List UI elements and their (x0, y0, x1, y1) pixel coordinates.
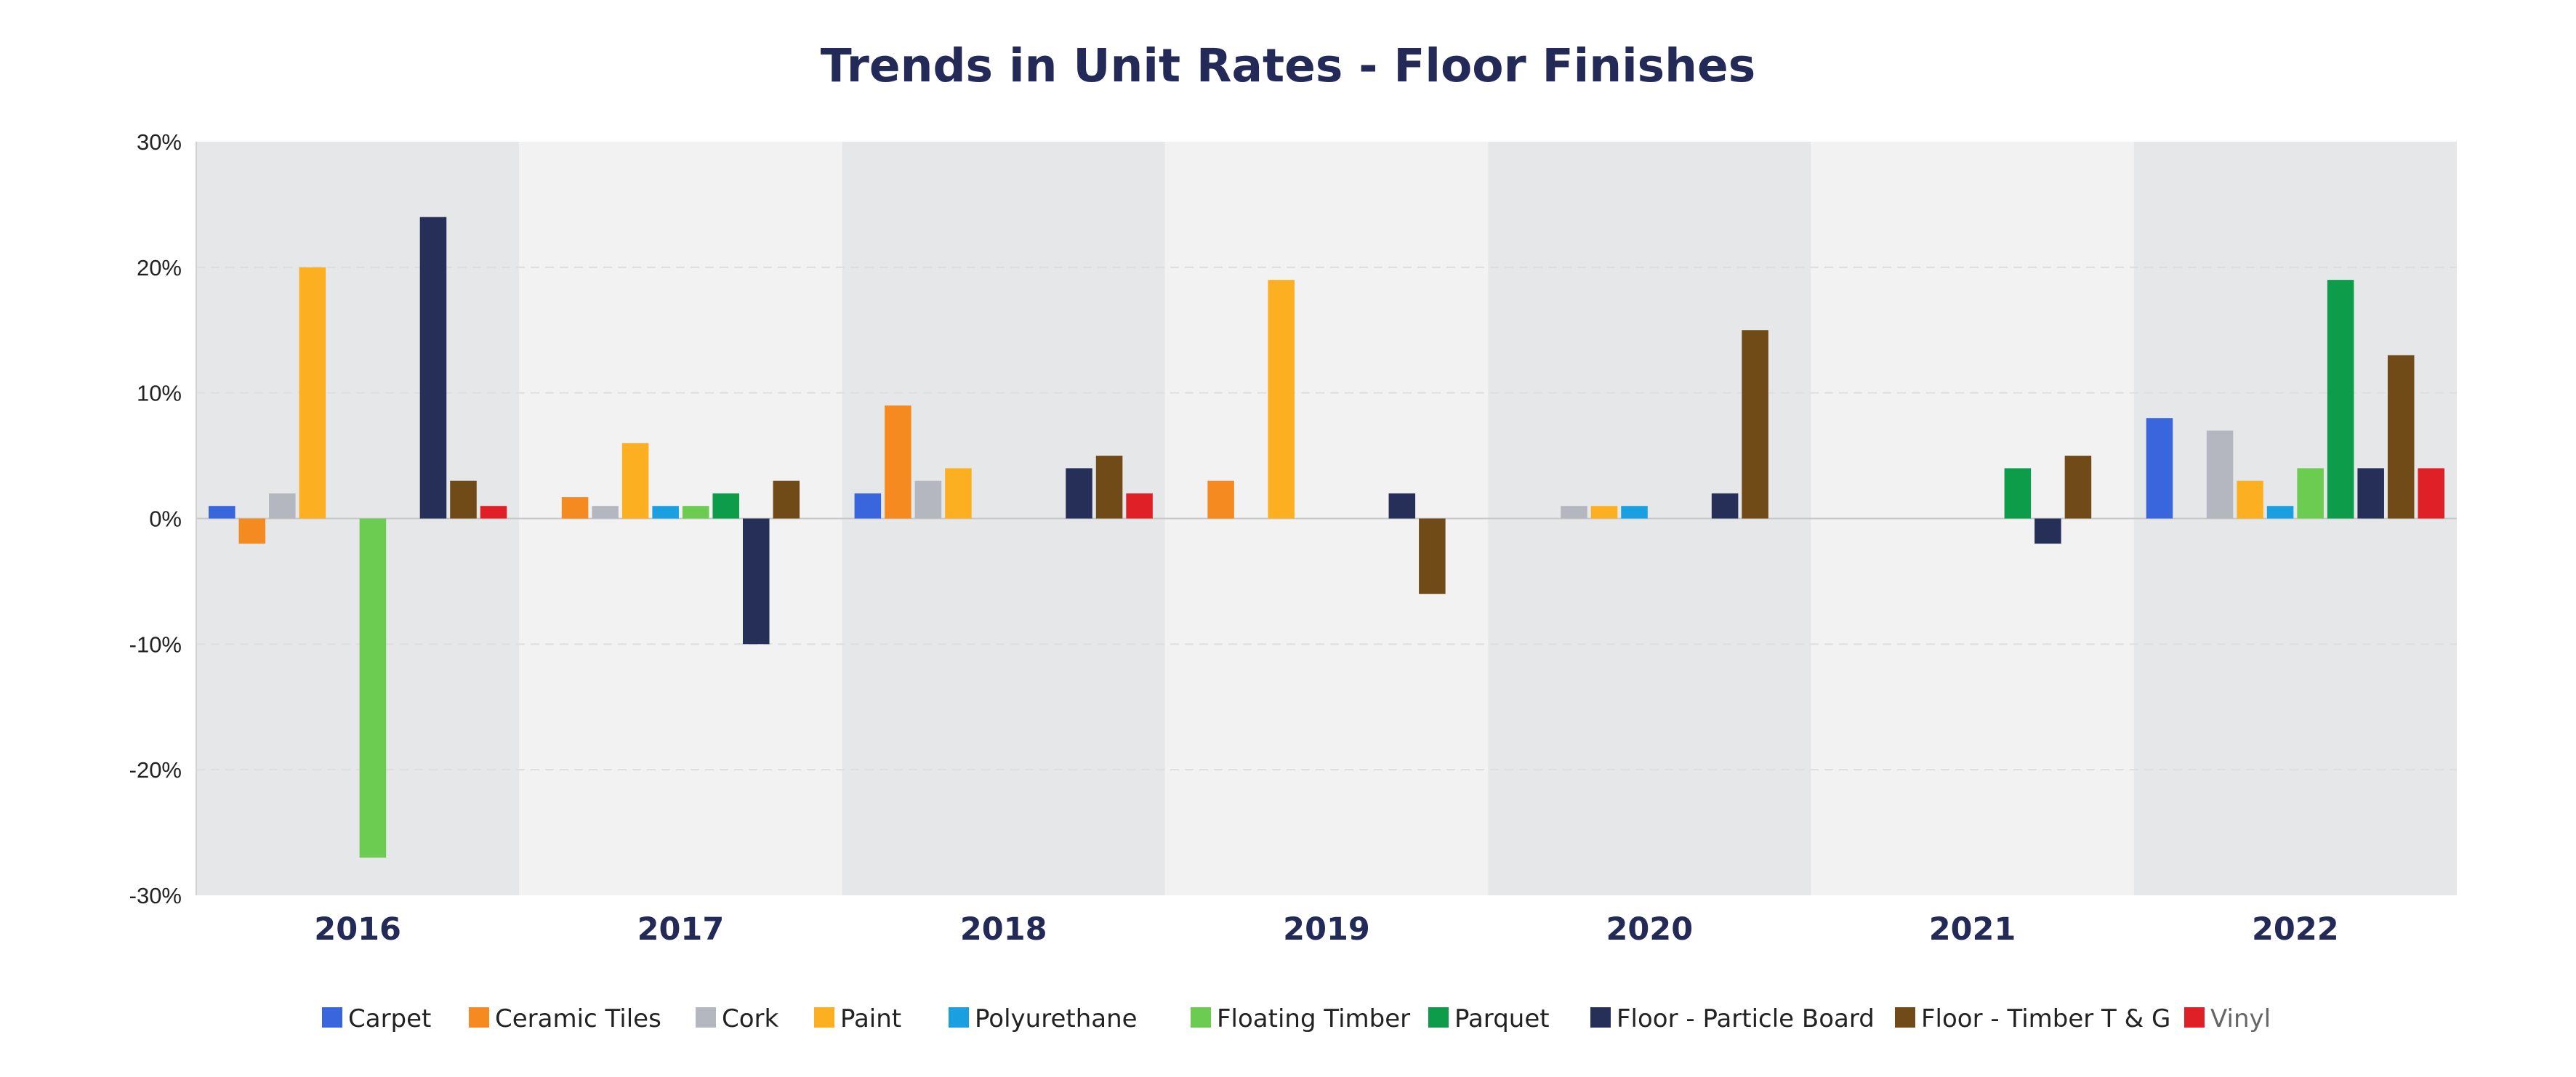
bar (1126, 493, 1153, 519)
bar (238, 518, 266, 544)
legend-label: Floor - Particle Board (1617, 1004, 1875, 1033)
legend-swatch (2184, 1007, 2205, 1028)
y-tick-label: 20% (137, 255, 182, 281)
x-tick-label: 2020 (1606, 911, 1693, 948)
bar (2357, 468, 2384, 519)
legend-swatch (814, 1007, 834, 1028)
bar (2146, 418, 2173, 519)
bar (1590, 506, 1618, 519)
legend-swatch (696, 1007, 716, 1028)
bar (1561, 506, 1587, 519)
x-axis-ticks: 2016 2017 2018 2019 2020 2021 2022 (314, 911, 2338, 948)
legend-label: Paint (840, 1004, 901, 1033)
bar (914, 480, 942, 519)
bar (2206, 430, 2234, 519)
y-tick-label: 30% (137, 129, 182, 155)
bar (1711, 493, 1739, 519)
legend-swatch (1895, 1007, 1915, 1028)
y-tick-label: -30% (129, 883, 182, 908)
bar (1095, 456, 1123, 519)
bar (2237, 480, 2263, 519)
legend-swatch (1191, 1007, 1211, 1028)
bar (480, 506, 507, 519)
bar (2387, 355, 2415, 519)
y-axis-ticks: 30% 20% 10% 0% -10% -20% -30% (129, 129, 182, 908)
x-tick-label: 2018 (960, 911, 1047, 948)
legend-label: Carpet (348, 1004, 431, 1033)
bar (209, 506, 236, 519)
legend-swatch (1428, 1007, 1449, 1028)
legend-swatch (949, 1007, 969, 1028)
legend: Carpet Ceramic Tiles Cork Paint Polyurethane… (322, 1004, 2271, 1033)
bar (742, 518, 770, 645)
bar (1621, 506, 1648, 519)
bar (1066, 468, 1092, 519)
legend-label: Cork (722, 1004, 779, 1033)
bar (2297, 468, 2324, 519)
bar (945, 468, 972, 519)
bar (652, 506, 679, 519)
legend-label: Ceramic Tiles (495, 1004, 661, 1033)
bar (885, 405, 911, 519)
y-tick-label: 10% (137, 381, 182, 406)
bar (419, 217, 447, 519)
bar (450, 480, 477, 519)
x-tick-label: 2022 (2252, 911, 2339, 948)
bar (621, 443, 649, 519)
bar (2266, 506, 2294, 519)
legend-label: Vinyl (2210, 1004, 2271, 1033)
bar (269, 493, 296, 519)
bar (299, 267, 326, 519)
bar (1388, 493, 1416, 519)
bar (359, 518, 387, 858)
bar (712, 493, 739, 519)
x-tick-label: 2021 (1929, 911, 2016, 948)
legend-label: Polyurethane (975, 1004, 1138, 1033)
legend-label: Floor - Timber T & G (1921, 1004, 2170, 1033)
bar (854, 493, 882, 519)
bar (1419, 518, 1446, 594)
bar (2327, 280, 2354, 519)
chart-title: Trends in Unit Rates - Floor Finishes (821, 39, 1756, 92)
bar (2064, 456, 2092, 519)
x-tick-label: 2016 (314, 911, 401, 948)
legend-swatch (469, 1007, 489, 1028)
bar (773, 480, 800, 519)
bar (2034, 518, 2061, 544)
legend-label: Parquet (1454, 1004, 1550, 1033)
x-tick-label: 2017 (637, 911, 725, 948)
y-tick-label: -20% (129, 757, 182, 783)
bar (592, 506, 619, 519)
legend-swatch (1590, 1007, 1611, 1028)
y-tick-label: -10% (129, 632, 182, 657)
bar (561, 497, 589, 519)
bar (1207, 480, 1234, 519)
bar (2418, 468, 2444, 519)
bar (1742, 330, 1768, 519)
x-tick-label: 2019 (1283, 911, 1370, 948)
bar (2004, 468, 2032, 519)
bars (209, 217, 2444, 858)
y-tick-label: 0% (149, 507, 182, 532)
bar (1268, 280, 1295, 519)
bar (682, 506, 709, 519)
legend-swatch (322, 1007, 342, 1028)
legend-label: Floating Timber (1217, 1004, 1410, 1033)
